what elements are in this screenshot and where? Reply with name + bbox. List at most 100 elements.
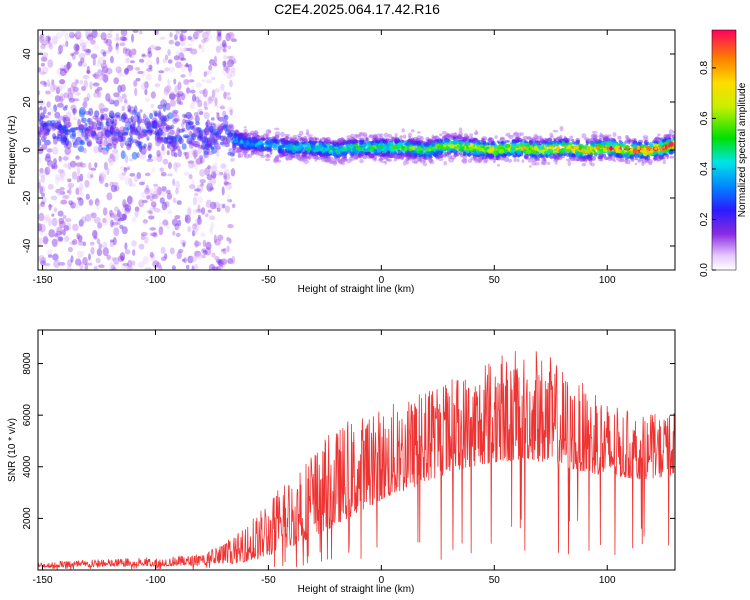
spectrogram-cell: [161, 201, 168, 211]
spectrogram-cell: [79, 80, 84, 85]
spectrogram-cell: [164, 54, 169, 61]
spectrogram-cell: [479, 153, 486, 157]
spectrogram-cell: [266, 153, 270, 157]
spectrogram-cell: [40, 32, 45, 42]
spectrogram-cell: [165, 189, 171, 195]
spectrogram-cell: [66, 190, 70, 194]
spectrogram-cell: [512, 143, 516, 148]
spectrogram-cell: [81, 85, 87, 91]
spectrogram-cell: [101, 50, 108, 57]
x-tick-label: -100: [145, 275, 165, 286]
spectrogram-cell: [148, 215, 155, 220]
spectrogram-cell: [531, 137, 536, 142]
spectrogram-cell: [116, 115, 120, 119]
spectrogram-cell: [180, 118, 184, 122]
spectrogram-cell: [96, 121, 102, 129]
spectrogram-cell: [134, 175, 139, 183]
spectrogram-cell: [158, 127, 163, 137]
spectrogram-cell: [150, 44, 157, 51]
spectrogram-cell: [92, 82, 100, 87]
spectrogram-cell: [139, 132, 143, 139]
spectrogram-cell: [54, 119, 61, 123]
spectrogram-cell: [361, 143, 367, 148]
spectrogram-cell: [188, 140, 192, 144]
spectrogram-cell: [179, 63, 184, 68]
spectrogram-cell: [233, 143, 238, 147]
spectrogram-cell: [164, 137, 172, 141]
spectrogram-cell: [94, 89, 100, 94]
y-tick-label: 6000: [22, 404, 33, 427]
spectrogram-cell: [111, 182, 119, 186]
spectrogram-cell: [199, 169, 206, 177]
spectrogram-cell: [40, 62, 45, 67]
spectrogram-cell: [146, 131, 151, 139]
spectrogram-cell: [178, 52, 185, 61]
spectrogram-cell: [192, 94, 197, 102]
spectrogram-cell: [47, 249, 53, 257]
colorbar-gradient: [711, 29, 737, 271]
spectrogram-cell: [393, 151, 398, 155]
spectrogram-cell: [98, 175, 105, 184]
spectrogram-y-label: Frequency (Hz): [7, 116, 18, 185]
spectrogram-cell: [554, 159, 558, 165]
spectrogram-cell: [67, 259, 73, 267]
spectrogram-cell: [213, 201, 220, 210]
spectrogram-cell: [178, 128, 185, 133]
spectrogram-cell: [176, 145, 181, 151]
spectrogram-cell: [181, 93, 187, 99]
spectrogram-cell: [260, 144, 265, 150]
spectrogram-cell: [136, 111, 141, 119]
spectrogram-cell: [40, 256, 47, 264]
spectrogram-cell: [47, 164, 53, 173]
spectrogram-cell: [63, 227, 70, 233]
spectrogram-cell: [187, 43, 193, 47]
spectrogram-cell: [113, 227, 120, 237]
spectrogram-cell: [100, 114, 104, 120]
spectrogram-cell: [44, 126, 49, 135]
spectrogram-cell: [53, 259, 61, 269]
spectrogram-cell: [250, 132, 256, 136]
spectrogram-cell: [74, 31, 82, 40]
spectrogram-cell: [591, 130, 598, 134]
spectrogram-cell: [350, 153, 354, 158]
spectrogram-cell: [309, 137, 314, 142]
spectrogram-cell: [109, 124, 114, 131]
spectrogram-cell: [75, 258, 82, 266]
spectrogram-cell: [122, 47, 128, 55]
spectrogram-cell: [113, 37, 121, 42]
spectrogram-cell: [426, 140, 432, 144]
spectrogram-cell: [221, 250, 227, 255]
spectrogram-cell: [207, 180, 213, 187]
spectrogram-cell: [92, 57, 96, 66]
spectrogram-cell: [206, 119, 211, 128]
spectrogram-cell: [226, 55, 234, 60]
spectrogram-cell: [109, 114, 115, 119]
spectrogram-cell: [158, 226, 164, 236]
spectrogram-cell: [44, 214, 50, 222]
spectrogram-cell: [80, 42, 87, 48]
spectrogram-cell: [38, 34, 43, 43]
spectrogram-cell: [106, 192, 113, 201]
spectrogram-cell: [67, 121, 72, 128]
spectrogram-cell: [119, 126, 126, 133]
spectrogram-cell: [71, 240, 76, 245]
spectrogram-cell: [187, 35, 192, 41]
spectrogram-cell: [416, 157, 421, 162]
spectrogram-cell: [214, 256, 220, 261]
spectrogram-cell: [123, 68, 130, 74]
spectrogram-cell: [515, 145, 520, 149]
spectrogram-cell: [165, 125, 173, 131]
spectrogram-cell: [265, 133, 270, 138]
spectrogram-cell: [56, 192, 61, 197]
spectrogram-cell: [78, 219, 84, 227]
spectrogram-cell: [55, 32, 63, 39]
spectrogram-cell: [223, 168, 230, 177]
spectrogram-cell: [209, 141, 213, 149]
spectrogram-cell: [222, 60, 227, 68]
spectrogram-cell: [647, 152, 653, 156]
spectrogram-cell: [134, 67, 141, 71]
spectrogram-cell: [194, 192, 199, 197]
spectrogram-cell: [141, 129, 149, 134]
spectrogram-cell: [213, 104, 220, 108]
